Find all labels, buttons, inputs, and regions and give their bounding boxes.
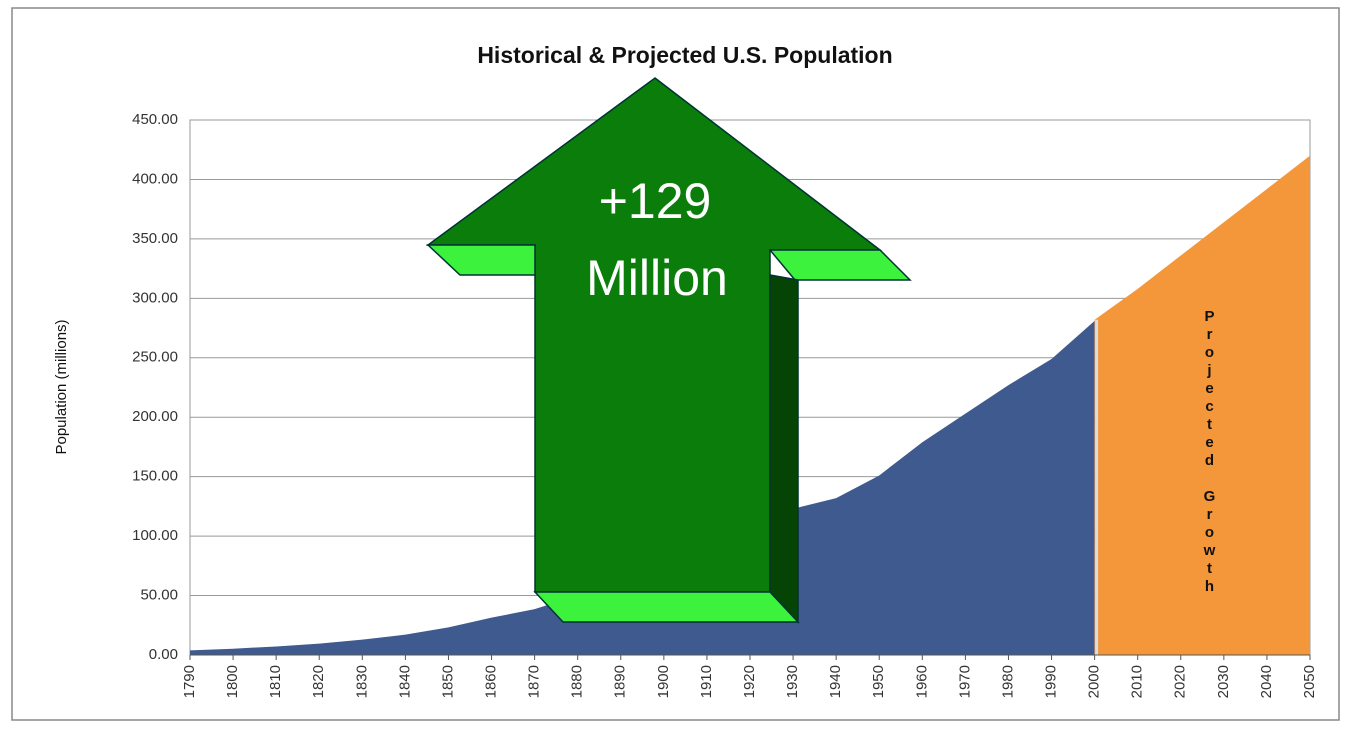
x-tick-label: 1880 (569, 665, 586, 698)
x-tick-label: 2030 (1215, 665, 1232, 698)
arrow-wing-left (426, 244, 536, 276)
x-tick-label: 1850 (439, 665, 456, 698)
chart-title: Historical & Projected U.S. Population (477, 42, 892, 68)
area (1094, 155, 1310, 655)
x-tick-label: 1810 (267, 665, 284, 698)
area (190, 320, 1095, 655)
arrow-bottom (533, 591, 800, 623)
annotation-line: +129 (599, 173, 712, 229)
x-tick-label: 1950 (870, 665, 887, 698)
x-tick-label: 2000 (1086, 665, 1103, 698)
y-tick-label: 50.00 (140, 587, 178, 604)
y-tick-label: 150.00 (132, 468, 178, 485)
projected-label: Projected Growth (1201, 308, 1218, 596)
x-tick-label: 1930 (784, 665, 801, 698)
x-tick-label: 1980 (999, 665, 1016, 698)
y-tick-label: 300.00 (132, 289, 178, 306)
x-tick-label: 1910 (698, 665, 715, 698)
y-tick-label: 350.00 (132, 230, 178, 247)
x-tick-label: 2040 (1258, 665, 1275, 698)
arrow-side (769, 274, 799, 624)
x-tick-label: 1960 (913, 665, 930, 698)
arrow-annotation: +129 Million (425, 77, 912, 624)
x-tick-label: 1840 (396, 665, 413, 698)
x-tick-label: 1970 (956, 665, 973, 698)
x-tick-label: 1870 (526, 665, 543, 698)
x-tick-label: 2050 (1301, 665, 1318, 698)
x-tick-label: 1830 (353, 665, 370, 698)
x-tick-label: 1900 (655, 665, 672, 698)
x-tick-label: 1800 (224, 665, 241, 698)
x-tick-label: 1860 (483, 665, 500, 698)
y-tick-label: 200.00 (132, 408, 178, 425)
x-tick-label: 1990 (1043, 665, 1060, 698)
x-tick-label: 1920 (741, 665, 758, 698)
x-tick-label: 1940 (827, 665, 844, 698)
y-axis-label: Population (millions) (53, 319, 70, 454)
arrow-wing-right (768, 249, 912, 281)
y-tick-label: 250.00 (132, 349, 178, 366)
y-tick-label: 0.00 (149, 646, 178, 663)
y-tick-label: 450.00 (132, 111, 178, 128)
x-tick-label: 2010 (1129, 665, 1146, 698)
x-tick-label: 2020 (1172, 665, 1189, 698)
annotation-line: Million (586, 250, 728, 306)
x-tick-label: 1890 (612, 665, 629, 698)
x-tick-label: 1820 (310, 665, 327, 698)
y-tick-label: 100.00 (132, 527, 178, 544)
y-tick-label: 400.00 (132, 170, 178, 187)
x-tick-label: 1790 (181, 665, 198, 698)
